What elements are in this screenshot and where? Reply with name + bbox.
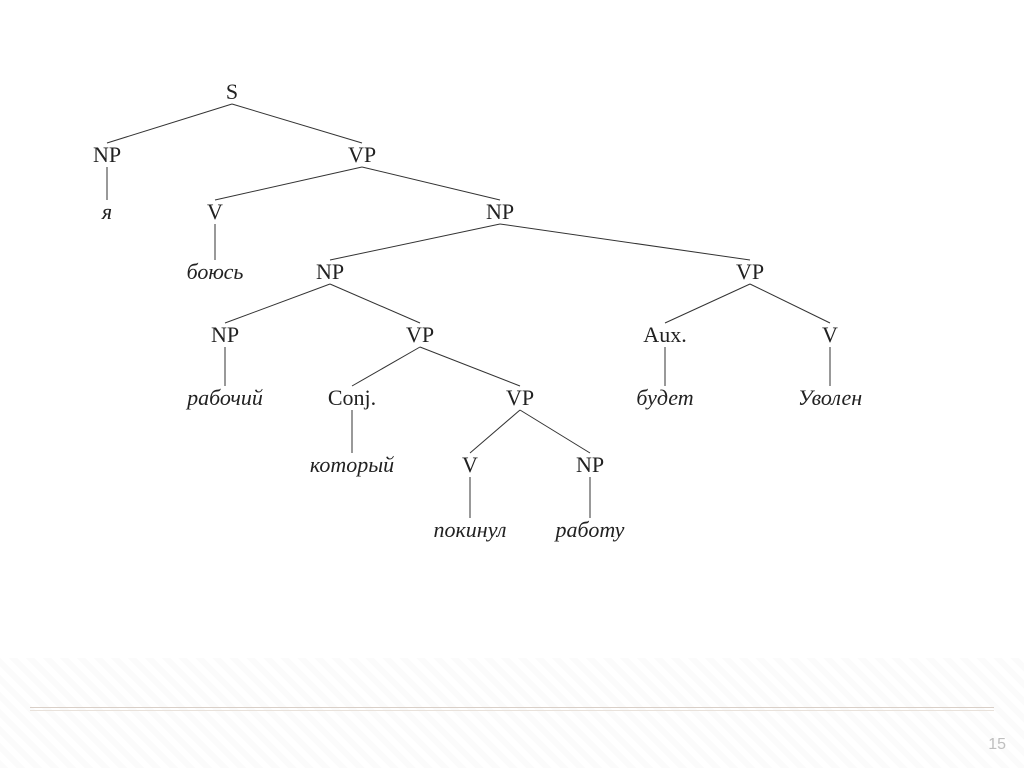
tree-edge bbox=[750, 284, 830, 323]
tree-edge bbox=[330, 224, 500, 260]
tree-leaf: я bbox=[102, 199, 112, 225]
tree-node: V bbox=[462, 452, 478, 478]
tree-edge bbox=[420, 347, 520, 386]
tree-node: NP bbox=[93, 142, 121, 168]
tree-edge bbox=[107, 104, 232, 143]
tree-leaf: который bbox=[310, 452, 394, 478]
tree-edge bbox=[352, 347, 420, 386]
page: S NP VP я V NP боюсь NP VP NP VP Aux. Vрабочий Conj. V… bbox=[0, 0, 1024, 768]
tree-node: NP bbox=[211, 322, 239, 348]
tree-leaf: покинул bbox=[434, 517, 507, 543]
tree-edge bbox=[520, 410, 590, 453]
tree-edge bbox=[665, 284, 750, 323]
tree-edge bbox=[330, 284, 420, 323]
tree-node: Conj. bbox=[328, 385, 376, 411]
footer-rule bbox=[30, 707, 994, 708]
tree-leaf: рабочий bbox=[187, 385, 263, 411]
tree-node: VP bbox=[348, 142, 376, 168]
tree-node: S bbox=[226, 79, 238, 105]
tree-edge bbox=[500, 224, 750, 260]
tree-edge bbox=[225, 284, 330, 323]
tree-edge bbox=[215, 167, 362, 200]
tree-node: VP bbox=[736, 259, 764, 285]
tree-leaf: Уволен bbox=[798, 385, 862, 411]
tree-node: VP bbox=[506, 385, 534, 411]
tree-node: NP bbox=[576, 452, 604, 478]
tree-edge bbox=[362, 167, 500, 200]
tree-edge bbox=[470, 410, 520, 453]
page-number: 15 bbox=[988, 736, 1006, 754]
tree-node: NP bbox=[486, 199, 514, 225]
tree-leaf: будет bbox=[636, 385, 693, 411]
tree-node: NP bbox=[316, 259, 344, 285]
tree-node: V bbox=[207, 199, 223, 225]
tree-node: V bbox=[822, 322, 838, 348]
tree-node: VP bbox=[406, 322, 434, 348]
syntax-tree-edges bbox=[0, 0, 1024, 768]
tree-node: Aux. bbox=[643, 322, 686, 348]
tree-leaf: работу bbox=[556, 517, 625, 543]
tree-leaf: боюсь bbox=[187, 259, 244, 285]
tree-edge bbox=[232, 104, 362, 143]
